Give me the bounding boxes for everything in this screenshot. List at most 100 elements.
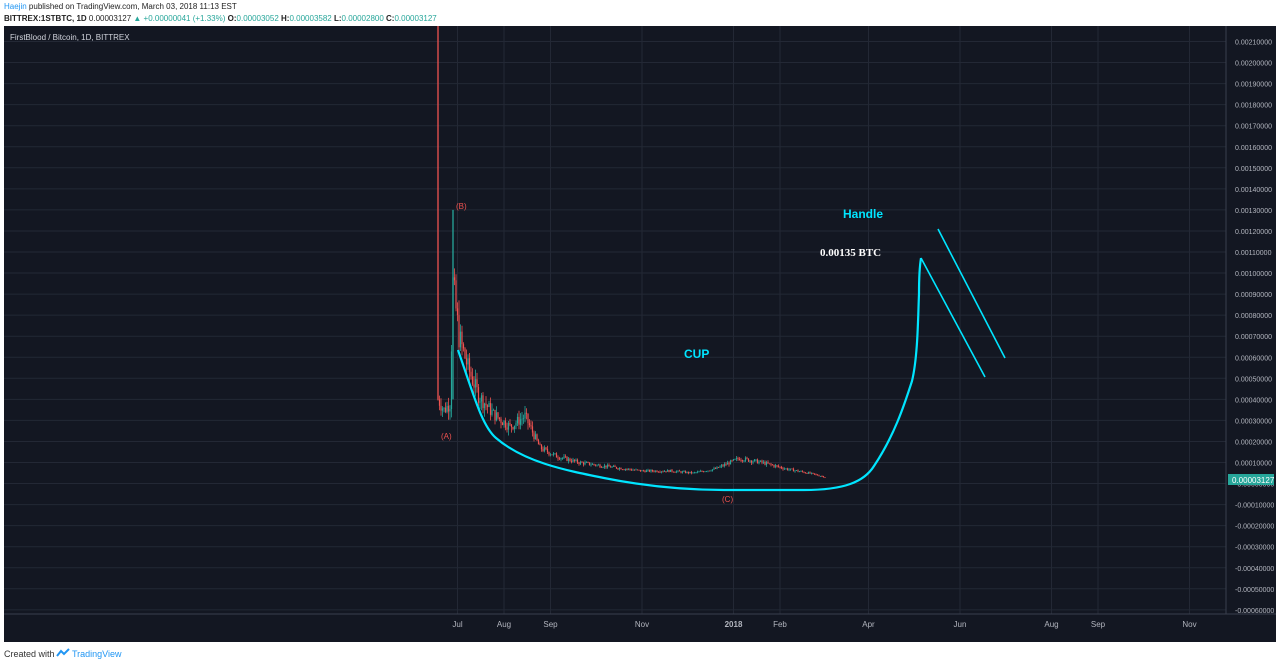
- candle-body: [543, 447, 546, 451]
- candle-body: [531, 426, 534, 433]
- candle-body: [593, 464, 595, 465]
- candle-body: [584, 462, 586, 465]
- candle-body: [747, 458, 750, 462]
- candle-body: [465, 358, 468, 365]
- candle-body: [558, 458, 561, 460]
- y-tick-label: 0.00120000: [1235, 229, 1272, 236]
- candle-body: [740, 460, 742, 461]
- x-tick-label: Feb: [773, 620, 787, 629]
- candle-body: [746, 457, 748, 459]
- candle-body: [501, 422, 504, 426]
- tradingview-link[interactable]: TradingView: [72, 649, 122, 659]
- ohlc-high: 0.00003582: [289, 14, 332, 23]
- time-axis: Jul Aug Sep Nov 2018 Feb Apr Jun Aug Sep Nov: [452, 620, 1196, 629]
- candle-body: [588, 462, 591, 465]
- candle-body: [800, 471, 802, 472]
- ohlc-open: 0.00003052: [236, 14, 279, 23]
- candle-body: [771, 464, 774, 466]
- candle-body: [537, 440, 540, 445]
- candle-body: [785, 468, 787, 470]
- ohlc-high-label: H:: [281, 14, 290, 23]
- y-tick-label: -0.00040000: [1235, 566, 1274, 573]
- candle-body: [638, 469, 640, 471]
- y-tick-label: 0.00050000: [1235, 376, 1272, 383]
- candle-body: [467, 358, 469, 365]
- candle-body: [686, 471, 688, 473]
- candle-body: [636, 469, 639, 471]
- candle-body: [656, 470, 658, 472]
- candle-body: [471, 376, 474, 385]
- candle-body: [816, 474, 819, 476]
- author-link[interactable]: Haejin: [4, 2, 27, 11]
- cup-curve: [456, 257, 923, 492]
- y-tick-label: 0.00160000: [1235, 145, 1272, 152]
- chart-area[interactable]: FirstBlood / Bitcoin, 1D, BITTREX 0.0021…: [4, 26, 1276, 642]
- candle-body: [645, 470, 648, 473]
- candle-body: [783, 468, 786, 470]
- candle-body: [659, 471, 661, 473]
- candle-body: [449, 409, 451, 412]
- candle-body: [495, 412, 498, 421]
- candle-body: [788, 469, 790, 471]
- candle-body: [635, 469, 637, 471]
- candle-body: [653, 471, 655, 472]
- y-tick-label: 0.00210000: [1235, 40, 1272, 47]
- candle-body: [678, 470, 681, 472]
- candle-body: [692, 472, 694, 474]
- candle-body: [486, 405, 489, 407]
- candle-body: [570, 460, 573, 462]
- candle-body: [759, 460, 762, 462]
- candle-body: [662, 471, 664, 473]
- chart-title: FirstBlood / Bitcoin, 1D, BITTREX: [10, 33, 130, 42]
- candle-body: [723, 464, 726, 466]
- candle-body: [756, 459, 759, 464]
- candle-body: [519, 419, 522, 425]
- candle-body: [714, 468, 717, 470]
- published-text: published on TradingView.com, March 03, …: [28, 2, 237, 11]
- candle-body: [491, 410, 493, 415]
- candle-body: [548, 452, 550, 455]
- wave-label-c: (C): [722, 495, 733, 504]
- cup-label: CUP: [684, 347, 709, 361]
- candle-body: [602, 467, 604, 468]
- candle-body: [600, 467, 603, 468]
- y-tick-label: 0.00150000: [1235, 166, 1272, 173]
- candle-body: [819, 476, 822, 477]
- candle-body: [812, 472, 814, 474]
- candle-body: [750, 460, 753, 463]
- candle-body: [791, 468, 793, 470]
- candle-body: [798, 471, 801, 473]
- candle-body: [564, 456, 567, 458]
- candle-body: [815, 474, 817, 475]
- candle-body: [818, 475, 820, 477]
- candle-body: [762, 461, 765, 463]
- candle-body: [786, 468, 789, 470]
- candle-body: [605, 465, 607, 468]
- candle-body: [552, 453, 555, 455]
- candle-body: [615, 466, 618, 469]
- candle-body: [453, 277, 456, 281]
- x-tick-label: Sep: [1091, 620, 1106, 629]
- candle-body: [623, 469, 625, 471]
- candle-body: [620, 467, 622, 470]
- candle-body: [533, 432, 535, 440]
- candle-body: [596, 464, 598, 466]
- candle-body: [719, 466, 721, 468]
- candle-body: [806, 472, 808, 474]
- candle-body: [797, 470, 799, 472]
- candle-body: [611, 466, 613, 468]
- wave-label-a: (A): [441, 432, 452, 441]
- candle-body: [468, 358, 471, 372]
- candle-body: [581, 461, 583, 463]
- candle-body: [689, 471, 691, 474]
- cup-handle-drawing: Handle 0.00135 BTC CUP: [456, 207, 1006, 492]
- candle-body: [681, 471, 684, 473]
- price-chart[interactable]: FirstBlood / Bitcoin, 1D, BITTREX 0.0021…: [4, 26, 1276, 642]
- candle-body: [561, 457, 564, 459]
- candle-body: [773, 465, 775, 467]
- y-tick-label: -0.00050000: [1235, 587, 1274, 594]
- candle-body: [749, 460, 751, 462]
- handle-label: Handle: [843, 207, 883, 221]
- candle-body: [674, 472, 676, 473]
- candle-body: [480, 395, 483, 402]
